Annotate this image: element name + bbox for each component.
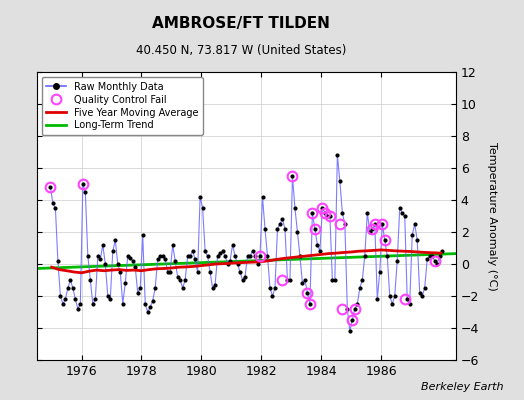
Legend: Raw Monthly Data, Quality Control Fail, Five Year Moving Average, Long-Term Tren: Raw Monthly Data, Quality Control Fail, …: [41, 77, 203, 135]
Text: 40.450 N, 73.817 W (United States): 40.450 N, 73.817 W (United States): [136, 44, 346, 57]
Y-axis label: Temperature Anomaly (°C): Temperature Anomaly (°C): [487, 142, 497, 290]
Text: AMBROSE/FT TILDEN: AMBROSE/FT TILDEN: [152, 16, 330, 31]
Text: Berkeley Earth: Berkeley Earth: [421, 382, 503, 392]
